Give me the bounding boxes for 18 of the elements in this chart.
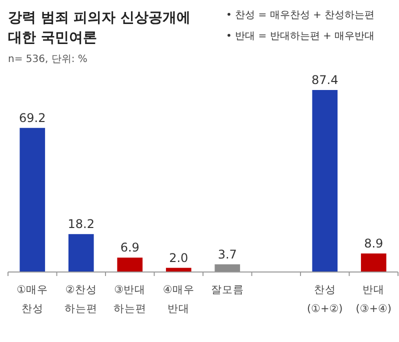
x-tick-label: 반대 (③+④) bbox=[356, 284, 392, 315]
data-label: 3.7 bbox=[218, 247, 237, 262]
data-label: 69.2 bbox=[19, 110, 46, 125]
x-tick-label: ②찬성 하는편 bbox=[64, 284, 98, 315]
data-label: 2.0 bbox=[169, 250, 188, 265]
x-tick-label: ④매우 반대 bbox=[162, 284, 194, 315]
x-tick-label: 잘모름 bbox=[210, 284, 244, 296]
chart-subtitle: n= 536, 단위: % bbox=[8, 54, 88, 65]
text: • 반대 = 반대하는편 + 매우반대 bbox=[226, 31, 375, 42]
text: • 찬성 = 매우찬성 + 찬성하는편 bbox=[226, 10, 375, 21]
data-label: 18.2 bbox=[68, 217, 94, 232]
x-tick-label: ③반대 하는편 bbox=[113, 284, 146, 315]
x-tick-label: 찬성 (①+②) bbox=[306, 284, 343, 315]
title: 강력 범죄 피의자 신상공개에 대한 국민여론 bbox=[8, 10, 191, 46]
data-label: 87.4 bbox=[312, 73, 338, 87]
data-label: 6.9 bbox=[120, 240, 140, 255]
x-tick-label: ①매우 찬성 bbox=[16, 284, 48, 315]
data-label: 8.9 bbox=[364, 236, 384, 250]
